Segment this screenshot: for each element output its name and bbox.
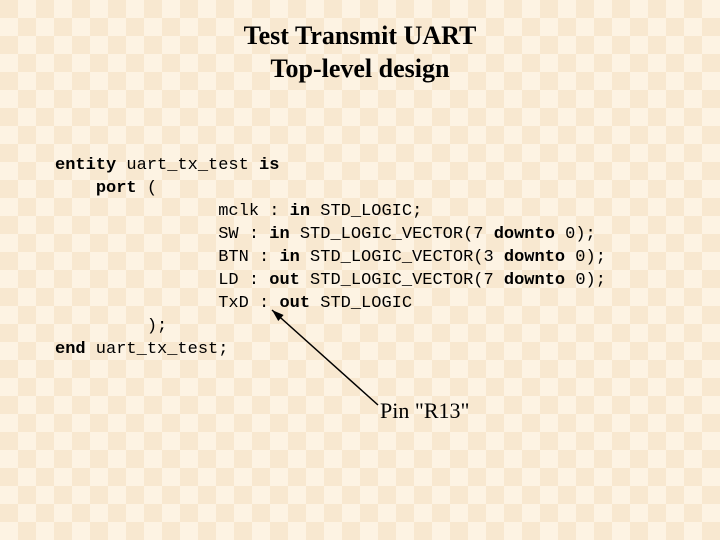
pin-annotation: Pin "R13" — [380, 398, 469, 424]
pin-annotation-text: Pin "R13" — [380, 398, 469, 423]
annotation-arrow — [0, 0, 720, 540]
